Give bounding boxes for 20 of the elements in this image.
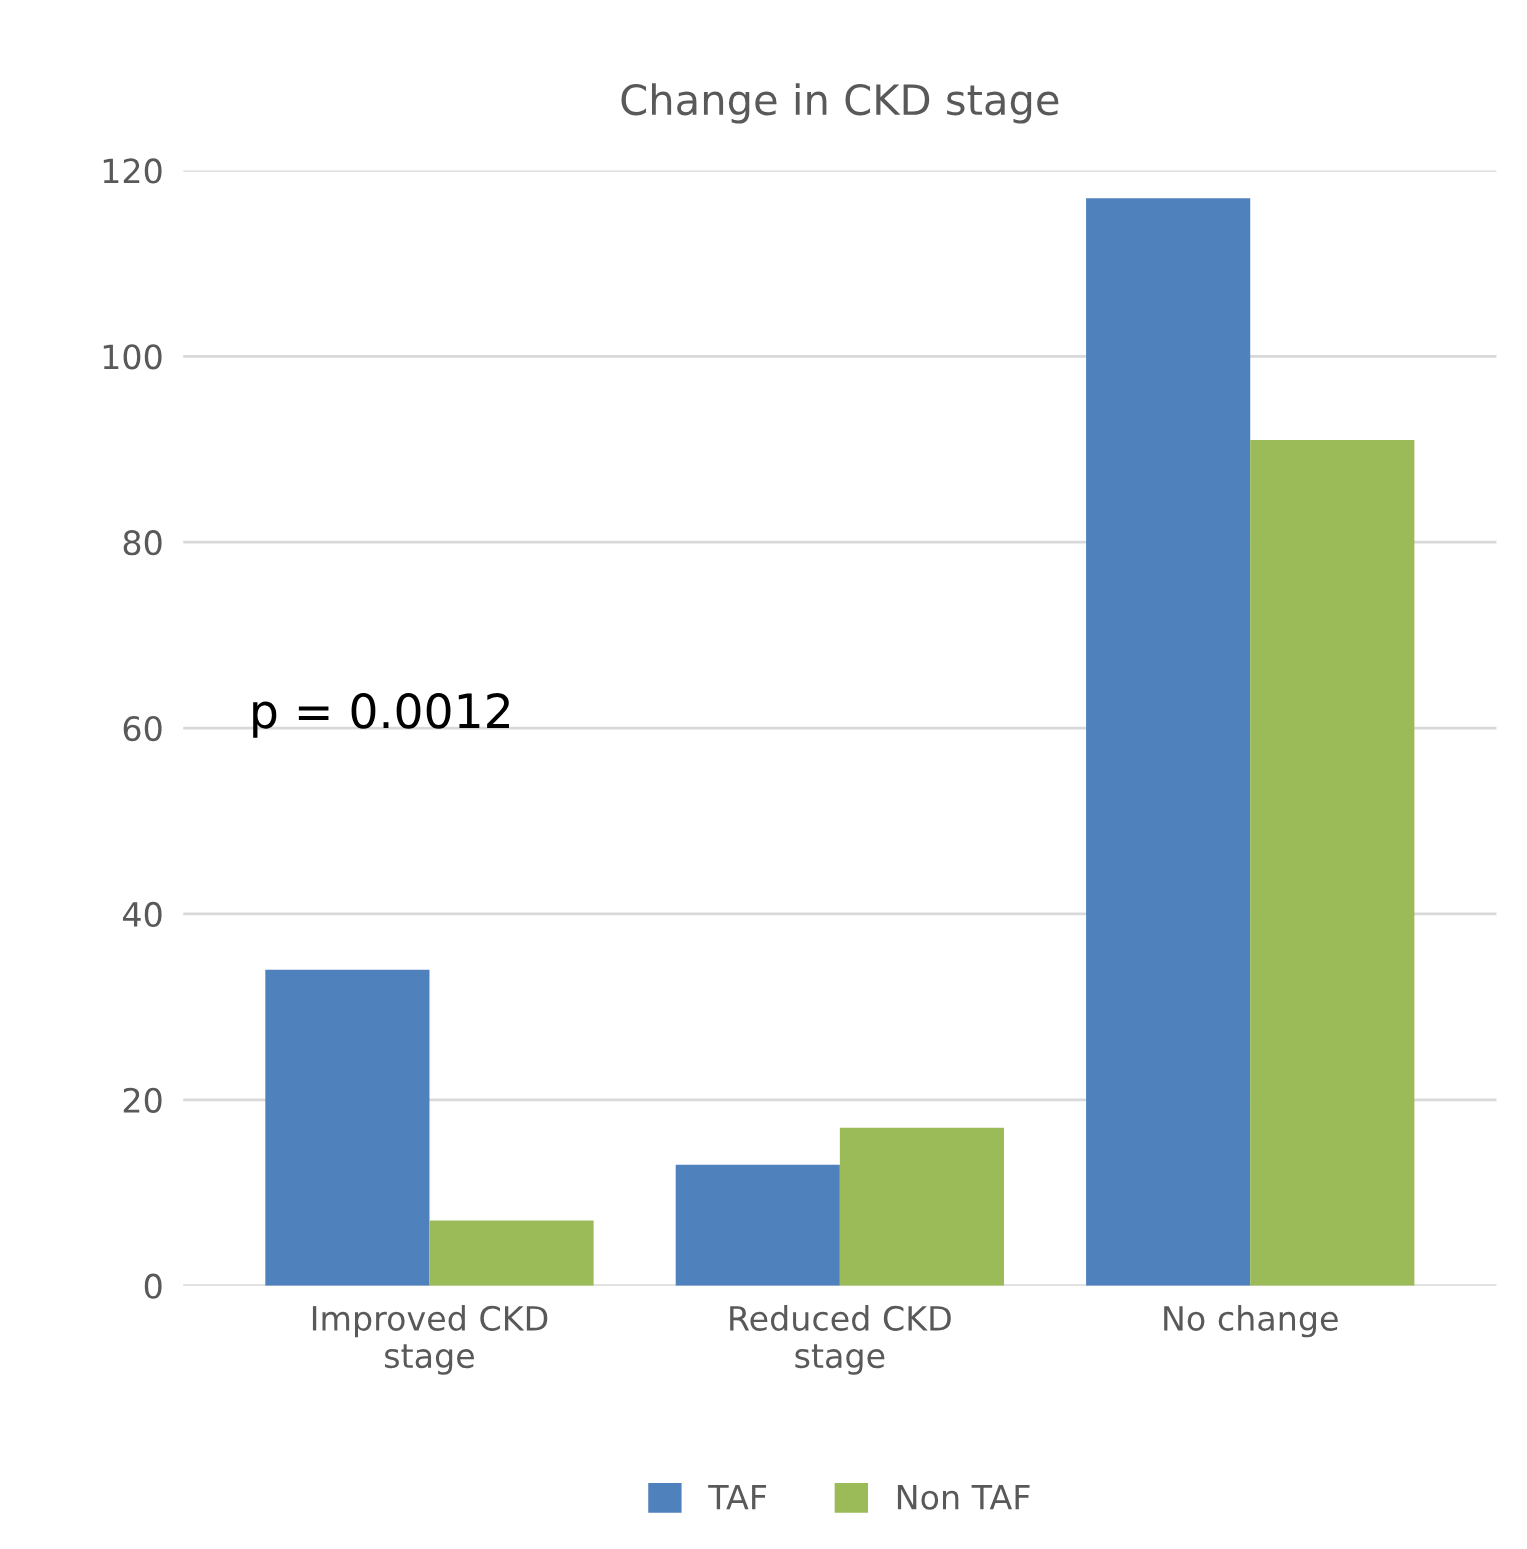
- y-tick-label: 0: [144, 1273, 162, 1299]
- annotation: p = 0.0012: [253, 692, 509, 738]
- y-tick-label: 20: [123, 1087, 162, 1113]
- y-tick-label: 120: [103, 158, 162, 184]
- chart-title: Change in CKD stage: [621, 83, 1059, 124]
- bar: [675, 1164, 840, 1286]
- y-tick-label: 60: [123, 715, 162, 742]
- legend-label: TAF: [708, 1484, 767, 1510]
- x-tick-label: Improved CKD stage: [312, 1305, 548, 1375]
- bar: [839, 1127, 1004, 1286]
- x-tick-label: No change: [1164, 1305, 1338, 1338]
- y-tick-label: 80: [123, 530, 162, 556]
- y-tick-label: 40: [123, 901, 162, 928]
- y-tick-label: 100: [103, 344, 162, 370]
- bar: [1086, 198, 1251, 1286]
- legend-label: Non TAF: [897, 1484, 1030, 1510]
- bar: [429, 1220, 594, 1286]
- bar: [1250, 439, 1415, 1286]
- x-tick-label: Reduced CKD stage: [730, 1305, 951, 1375]
- bar: [265, 969, 430, 1286]
